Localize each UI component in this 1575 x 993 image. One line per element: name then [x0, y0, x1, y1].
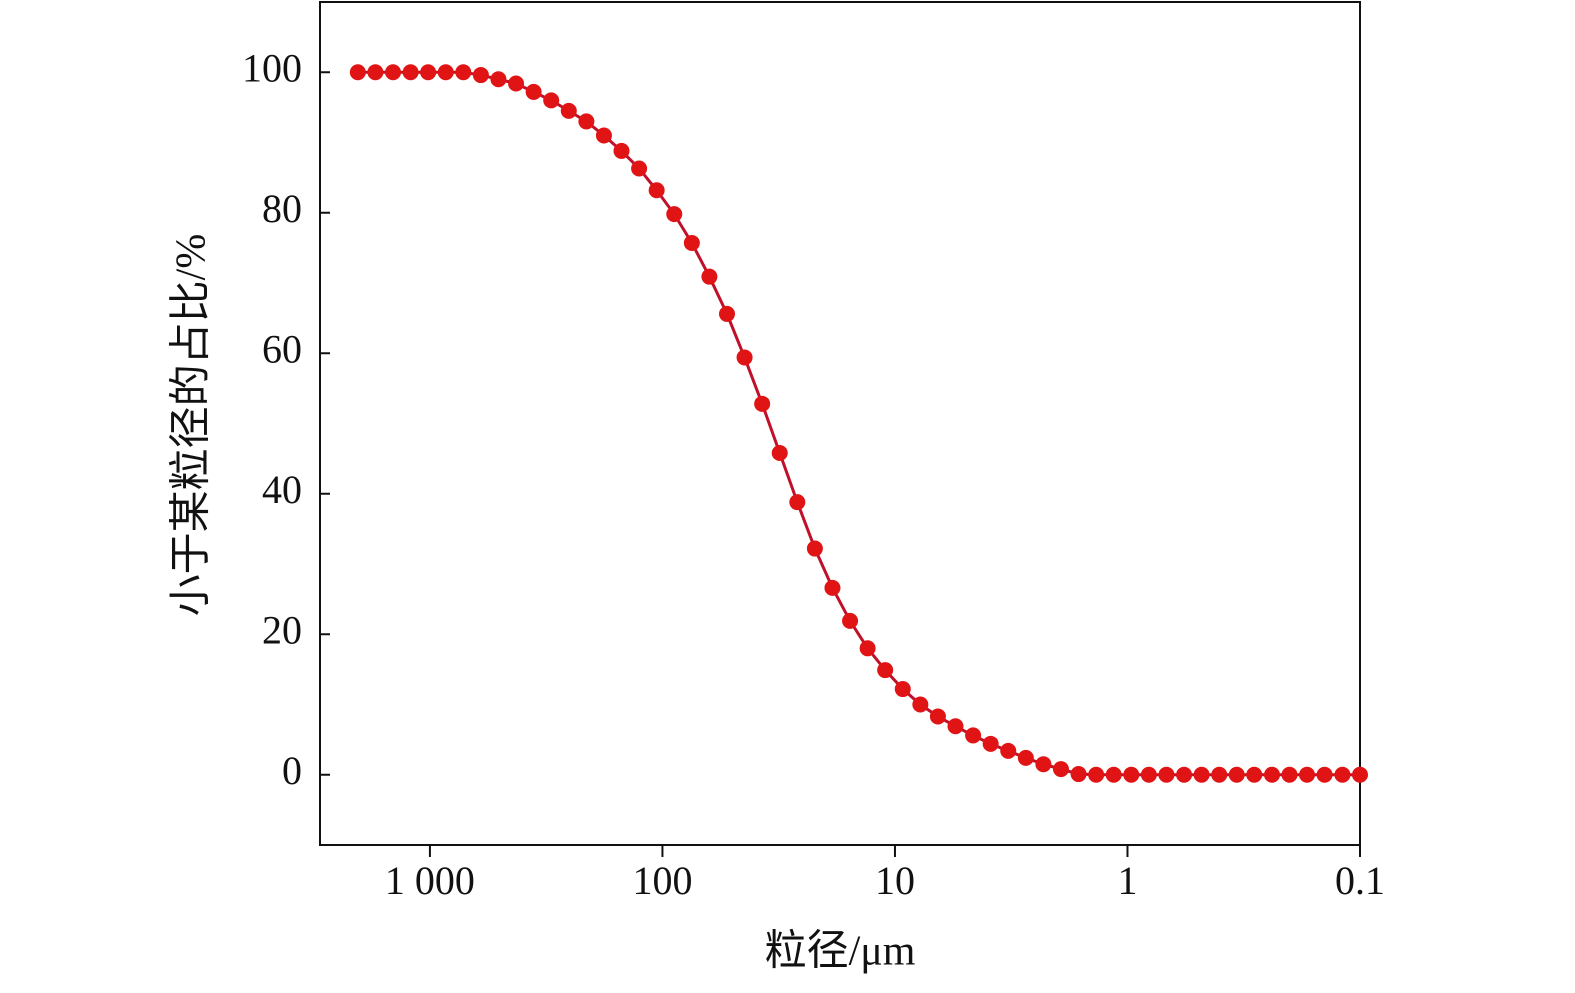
data-point: [789, 494, 806, 511]
data-point: [1000, 742, 1017, 759]
data-point: [420, 64, 437, 81]
data-point: [736, 349, 753, 366]
data-point: [877, 662, 894, 679]
data-point: [1228, 766, 1245, 783]
data-point: [965, 727, 982, 744]
x-tick-label: 1: [1117, 858, 1137, 903]
data-point: [1017, 749, 1034, 766]
y-tick-label: 60: [262, 326, 302, 371]
data-point: [894, 681, 911, 698]
data-point: [455, 64, 472, 81]
data-point: [1176, 766, 1193, 783]
y-tick-label: 20: [262, 607, 302, 652]
data-point: [1334, 766, 1351, 783]
data-point: [1299, 766, 1316, 783]
x-axis-title: 粒径/μm: [765, 929, 916, 975]
data-point: [806, 540, 823, 557]
x-tick-label: 1 000: [385, 858, 475, 903]
data-point: [718, 305, 735, 322]
series-line: [357, 70, 1360, 777]
data-point: [490, 71, 507, 88]
data-point: [912, 696, 929, 713]
data-point: [1123, 766, 1140, 783]
data-point: [472, 67, 489, 84]
data-point: [701, 268, 718, 285]
data-point: [1035, 756, 1052, 773]
data-point: [385, 64, 402, 81]
data-point: [543, 92, 560, 109]
data-point: [1088, 766, 1105, 783]
plot-frame: [319, 1, 1361, 846]
x-tick-label: 0.1: [1335, 858, 1385, 903]
data-point: [947, 718, 964, 735]
data-point: [1158, 766, 1175, 783]
data-point: [1070, 766, 1087, 783]
y-tick-label: 100: [242, 45, 302, 90]
data-point: [1211, 766, 1228, 783]
x-tick-label: 10: [875, 858, 915, 903]
y-axis-title: 小于某粒径的占比/%: [169, 234, 215, 617]
data-point: [1264, 766, 1281, 783]
data-point: [631, 160, 648, 177]
data-point: [1140, 766, 1157, 783]
data-point: [1052, 761, 1069, 778]
data-point: [508, 75, 525, 92]
data-point: [1105, 766, 1122, 783]
data-point: [613, 142, 630, 159]
data-point: [982, 735, 999, 752]
data-point: [1193, 766, 1210, 783]
data-point: [666, 206, 683, 223]
data-point: [402, 64, 419, 81]
data-point: [595, 127, 612, 144]
data-point: [578, 113, 595, 130]
data-point: [1281, 766, 1298, 783]
data-point: [771, 445, 788, 462]
data-point: [525, 83, 542, 100]
y-tick-label: 80: [262, 186, 302, 231]
data-point: [648, 182, 665, 199]
y-tick-label: 0: [282, 748, 302, 793]
x-tick-label: 100: [632, 858, 692, 903]
data-point: [754, 395, 771, 412]
data-point: [1246, 766, 1263, 783]
y-tick-label: 40: [262, 467, 302, 512]
data-point: [859, 640, 876, 657]
data-point: [367, 64, 384, 81]
data-point: [824, 579, 841, 596]
data-point: [560, 102, 577, 119]
data-point: [437, 64, 454, 81]
data-point: [1352, 766, 1368, 783]
data-point: [683, 234, 700, 251]
data-point: [349, 64, 366, 81]
data-point: [1316, 766, 1333, 783]
data-point: [842, 612, 859, 629]
data-point: [929, 708, 946, 725]
